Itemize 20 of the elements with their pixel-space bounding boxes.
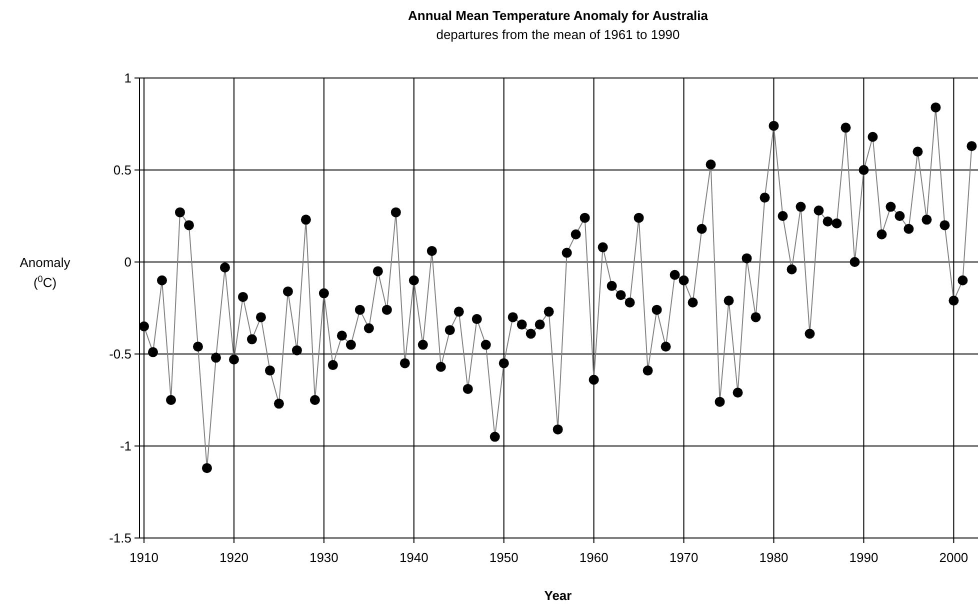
y-axis-title: Anomaly ($^{0}$C) — [20, 255, 71, 290]
x-axis-title: Year — [544, 588, 572, 603]
x-tick-label: 1980 — [759, 550, 788, 565]
x-tick-label: 1950 — [489, 550, 518, 565]
y-tick-label: 1 — [124, 70, 132, 86]
y-tick-label: -1 — [120, 438, 132, 454]
y-tick-label: -0.5 — [109, 346, 132, 362]
x-tick-label: 1990 — [849, 550, 878, 565]
x-tick-label: 1910 — [130, 550, 158, 565]
x-tick-label: 1930 — [309, 550, 338, 565]
x-tick-label: 1970 — [669, 550, 698, 565]
y-tick-label: -1.5 — [109, 530, 132, 546]
x-tick-label: 1940 — [399, 550, 428, 565]
y-tick-label: 0.5 — [113, 162, 132, 178]
x-tick-label: 1960 — [579, 550, 608, 565]
y-tick-label: 0 — [124, 254, 132, 270]
x-tick-label: 1920 — [220, 550, 248, 565]
chart-title: Annual Mean Temperature Anomaly for Australia — [408, 8, 709, 23]
chart-subtitle: departures from the mean of 1961 to 1990 — [436, 27, 680, 42]
x-tick-label: 2000 — [939, 550, 968, 565]
